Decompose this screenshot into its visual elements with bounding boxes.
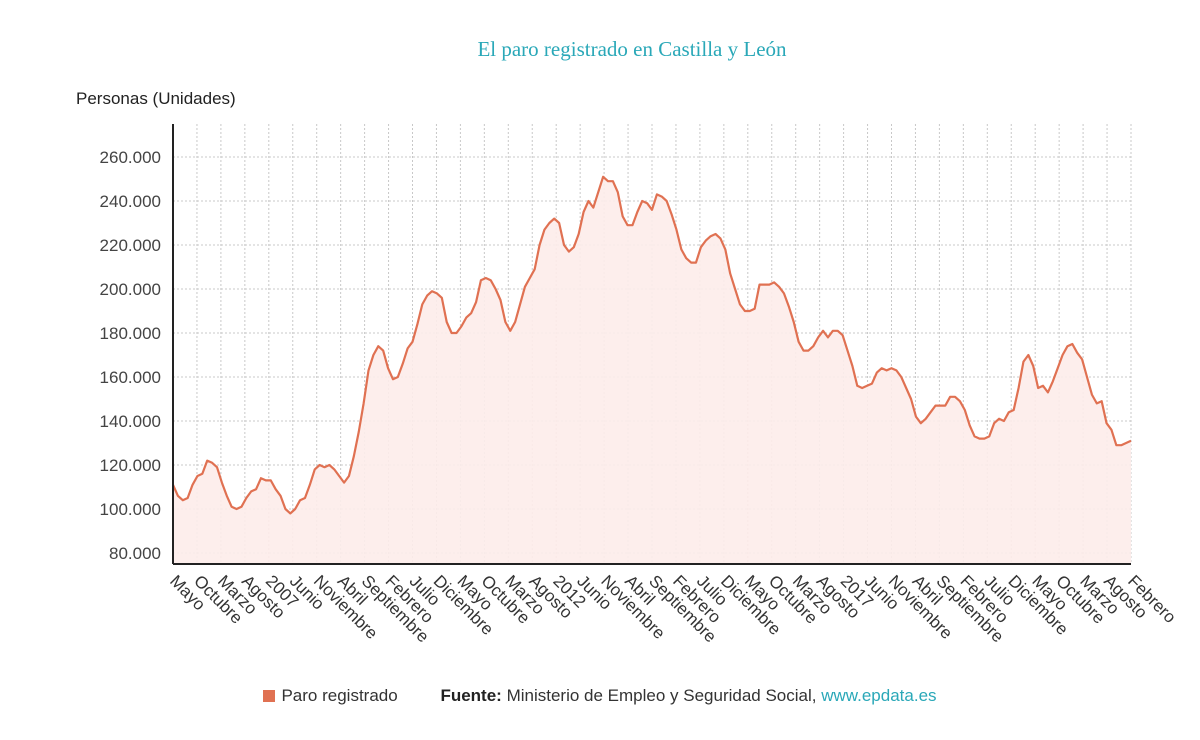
y-tick-label: 200.000 <box>100 280 161 299</box>
line-chart: El paro registrado en Castilla y León Pe… <box>76 37 1180 646</box>
y-tick-label: 120.000 <box>100 456 161 475</box>
y-tick-label: 140.000 <box>100 412 161 431</box>
source-prefix: Fuente: <box>440 686 502 705</box>
y-axis-label: Personas (Unidades) <box>76 89 236 108</box>
legend-label[interactable]: Paro registrado <box>281 686 398 705</box>
series-area <box>173 176 1131 565</box>
chart-title: El paro registrado en Castilla y León <box>477 37 787 61</box>
legend-swatch <box>263 690 276 702</box>
y-tick-labels: 80.000 100.000 120.000 140.000 160.000 180.00… <box>100 148 161 563</box>
y-tick-label: 240.000 <box>100 192 161 211</box>
y-tick-label: 220.000 <box>100 236 161 255</box>
y-tick-label: 260.000 <box>100 148 161 167</box>
source-text: Ministerio de Empleo y Seguridad Social, <box>506 686 817 705</box>
source-link[interactable]: www.epdata.es <box>821 686 937 705</box>
series-line[interactable] <box>171 175 1132 515</box>
y-tick-label: 100.000 <box>100 500 161 519</box>
x-tick-labels: MayoOctubreMarzoAgosto2007JunioNoviembre… <box>166 571 1180 646</box>
chart-footer: Paro registrado Fuente: Ministerio de Em… <box>0 686 1200 706</box>
y-tick-label: 160.000 <box>100 368 161 387</box>
y-tick-label: 180.000 <box>100 324 161 343</box>
y-tick-label: 80.000 <box>109 544 161 563</box>
